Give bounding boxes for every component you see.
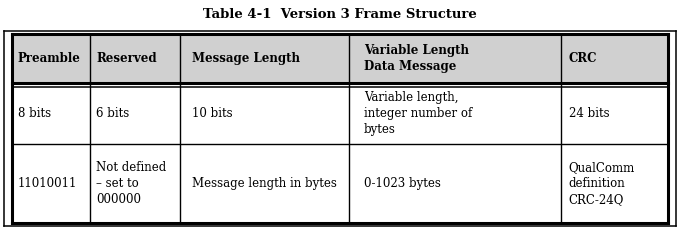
- Text: Not defined
– set to
000000: Not defined – set to 000000: [97, 161, 167, 206]
- Text: Reserved: Reserved: [97, 52, 157, 65]
- Text: Preamble: Preamble: [18, 52, 80, 65]
- Bar: [561, 144, 668, 223]
- Text: 11010011: 11010011: [18, 177, 77, 190]
- Bar: [349, 144, 561, 223]
- Bar: [90, 83, 180, 144]
- Bar: [180, 83, 349, 144]
- Bar: [349, 34, 561, 83]
- Bar: [12, 144, 90, 223]
- Bar: [12, 83, 90, 144]
- Text: 10 bits: 10 bits: [192, 107, 233, 120]
- Text: Variable length,
integer number of
bytes: Variable length, integer number of bytes: [364, 91, 472, 136]
- Text: Table 4-1  Version 3 Frame Structure: Table 4-1 Version 3 Frame Structure: [203, 8, 477, 21]
- Text: 6 bits: 6 bits: [97, 107, 129, 120]
- Text: CRC: CRC: [568, 52, 597, 65]
- Bar: [561, 83, 668, 144]
- Text: 0-1023 bytes: 0-1023 bytes: [364, 177, 441, 190]
- Bar: [12, 34, 90, 83]
- Text: 24 bits: 24 bits: [568, 107, 609, 120]
- Bar: [180, 34, 349, 83]
- Text: 8 bits: 8 bits: [18, 107, 51, 120]
- Text: Message length in bytes: Message length in bytes: [192, 177, 337, 190]
- Bar: [90, 144, 180, 223]
- Bar: [90, 34, 180, 83]
- Text: Message Length: Message Length: [192, 52, 300, 65]
- Text: QualComm
definition
CRC-24Q: QualComm definition CRC-24Q: [568, 161, 635, 206]
- Text: Variable Length
Data Message: Variable Length Data Message: [364, 44, 469, 73]
- Bar: [561, 34, 668, 83]
- Bar: [349, 83, 561, 144]
- Bar: [180, 144, 349, 223]
